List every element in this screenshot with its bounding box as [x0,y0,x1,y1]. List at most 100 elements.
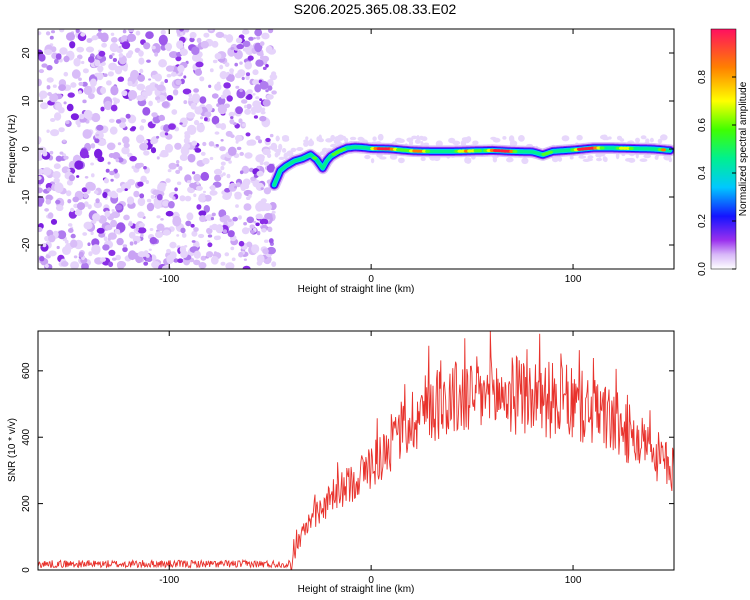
noise-speckle [115,254,121,261]
noise-speckle [44,208,49,212]
noise-speckle [83,85,93,95]
noise-speckle [74,210,81,216]
noise-speckle [100,106,105,112]
noise-speckle [139,142,149,151]
noise-speckle [145,31,154,39]
ridge-halo-speckle [635,137,640,143]
ridge-halo-speckle [578,155,587,159]
noise-speckle [240,185,246,192]
snr-y-tick-label: 0 [21,567,32,573]
noise-speckle [97,156,105,163]
noise-speckle [151,261,161,269]
noise-speckle [50,129,60,137]
noise-speckle [58,127,65,133]
noise-speckle [259,52,264,57]
noise-speckle [163,229,171,236]
noise-speckle [179,29,184,32]
noise-speckle [149,228,154,231]
noise-speckle [75,119,81,126]
noise-speckle [172,196,176,201]
noise-speckle [110,32,115,36]
noise-speckle [67,199,72,204]
noise-speckle [235,85,240,89]
noise-speckle [95,198,100,204]
noise-speckle [143,42,151,50]
ridge-halo-speckle [625,158,633,162]
noise-speckle [262,248,269,255]
noise-speckle [220,94,225,99]
noise-speckle [133,190,140,198]
noise-speckle [263,161,270,166]
noise-speckle [259,161,264,166]
colorbar-tick-label: 0.6 [697,118,708,132]
noise-speckle [120,117,127,123]
noise-speckle [88,56,95,63]
noise-speckle [134,162,142,169]
ridge-halo-speckle [521,157,529,165]
noise-speckle [206,251,214,258]
ridge-halo-speckle [278,143,283,151]
snr-x-tick-label: 0 [368,575,374,586]
noise-speckle [39,256,45,262]
noise-speckle [194,68,203,76]
noise-speckle [66,179,73,186]
noise-speckle [155,231,163,239]
ridge-core [312,156,318,160]
noise-speckle [66,103,74,112]
ridge-halo-speckle [587,155,594,160]
spectrogram-x-tick-label: 100 [565,274,582,285]
noise-speckle [96,227,105,234]
noise-speckle [150,147,157,154]
noise-speckle [267,226,273,233]
noise-speckle [138,222,145,228]
noise-speckle [84,176,89,179]
noise-speckle [128,250,137,261]
noise-speckle [158,34,168,46]
noise-speckle [222,172,226,176]
noise-speckle [114,204,123,211]
noise-speckle [100,86,107,95]
noise-speckle [87,242,91,246]
noise-speckle [45,182,53,190]
noise-speckle [97,65,104,73]
noise-speckle [260,198,267,204]
noise-speckle [246,93,253,100]
noise-speckle [248,36,254,41]
noise-speckle [62,139,66,143]
noise-speckle [200,151,206,156]
noise-speckle [38,154,43,161]
noise-speckle [230,70,234,75]
snr-x-tick-label: 100 [565,575,582,586]
noise-speckle [169,241,177,249]
noise-speckle [171,109,178,115]
noise-speckle [252,93,256,96]
noise-speckle [195,185,203,191]
noise-speckle [127,90,138,100]
noise-speckle [245,74,250,81]
ridge-core [341,147,347,151]
snr-y-tick-label: 400 [21,428,32,445]
noise-speckle [53,177,60,184]
noise-speckle [148,78,152,81]
noise-speckle [109,126,118,135]
noise-speckle [187,153,196,163]
noise-speckle [116,237,124,246]
noise-speckle [252,37,256,40]
noise-speckle [190,102,197,110]
noise-speckle [214,131,220,135]
noise-speckle [146,256,153,262]
noise-speckle [242,40,251,47]
noise-speckle [72,196,79,203]
noise-speckle [137,181,144,187]
noise-speckle [111,211,121,219]
noise-speckle [254,29,263,37]
noise-speckle [93,201,102,209]
noise-speckle [168,162,177,170]
noise-speckle [179,195,186,202]
noise-speckle [154,83,159,88]
snr-x-label: Height of straight line (km) [298,584,415,595]
noise-speckle [220,161,226,166]
noise-speckle [114,229,121,234]
noise-speckle [146,59,151,63]
noise-speckle [227,146,237,156]
